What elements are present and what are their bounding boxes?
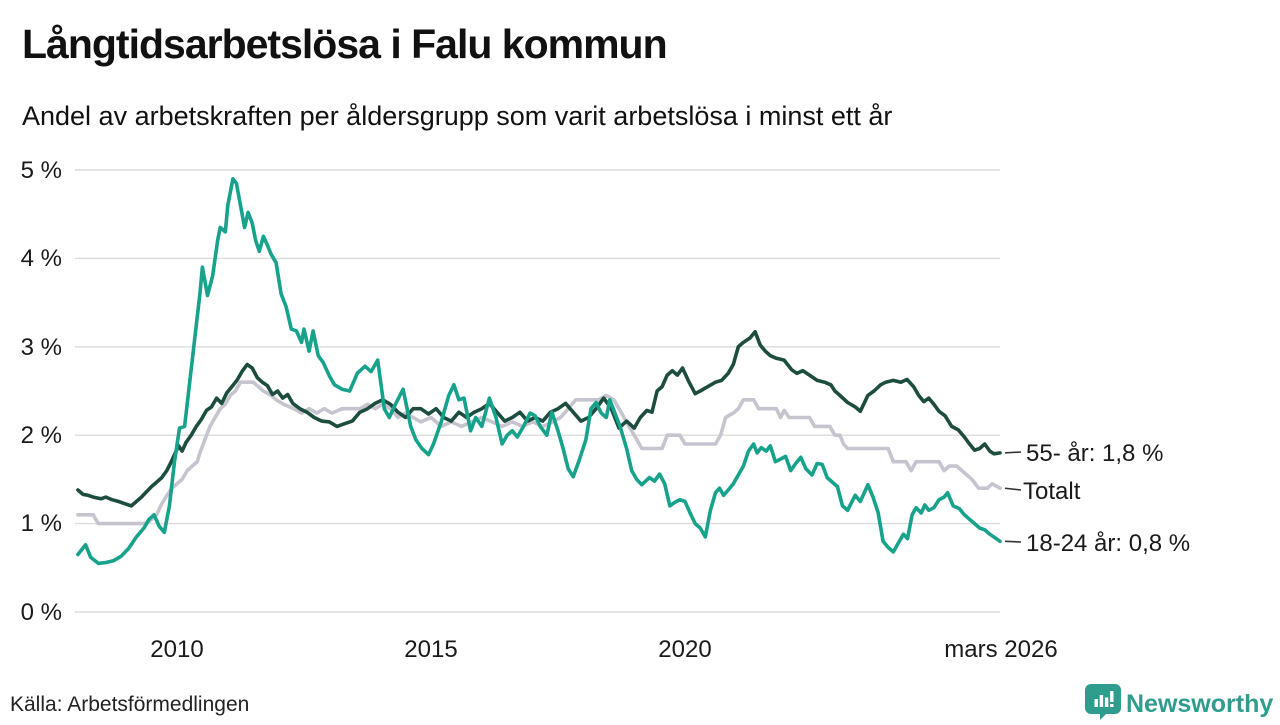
series-lines bbox=[76, 177, 1002, 566]
y-tick-4: 4 % bbox=[21, 245, 62, 272]
newsworthy-bubble-icon bbox=[1085, 684, 1121, 720]
label-connector bbox=[1004, 451, 1022, 454]
x-tick-2010: 2010 bbox=[150, 636, 203, 663]
label-connector bbox=[1004, 540, 1022, 543]
label-connector bbox=[1004, 487, 1022, 491]
y-tick-0: 0 % bbox=[21, 599, 62, 626]
series-line-totalt bbox=[76, 380, 1002, 526]
exclamation-bar bbox=[1110, 691, 1114, 702]
series-line-55-r bbox=[76, 329, 1002, 508]
end-label-55: 55- år: 1,8 % bbox=[1026, 440, 1163, 467]
newsworthy-logo: Newsworthy bbox=[1085, 684, 1273, 720]
exclamation-dot bbox=[1110, 704, 1114, 707]
page-title: Långtidsarbetslösa i Falu kommun bbox=[22, 21, 667, 67]
brand-name: Newsworthy bbox=[1126, 690, 1273, 718]
bar-chart-glyph bbox=[1094, 691, 1114, 707]
source-caption: Källa: Arbetsförmedlingen bbox=[10, 693, 249, 716]
chart-subtitle: Andel av arbetskraften per åldersgrupp s… bbox=[22, 101, 892, 131]
x-tick-mars-2026: mars 2026 bbox=[944, 636, 1057, 663]
series-line-18-24-r bbox=[76, 177, 1002, 566]
y-tick-3: 3 % bbox=[21, 334, 62, 361]
series-end-labels: 55- år: 1,8 % Totalt 18-24 år: 0,8 % bbox=[1023, 440, 1190, 557]
y-tick-2: 2 % bbox=[21, 422, 62, 449]
end-label-totalt: Totalt bbox=[1023, 478, 1081, 505]
x-tick-2015: 2015 bbox=[404, 636, 457, 663]
y-tick-5: 5 % bbox=[21, 157, 62, 184]
end-label-connectors bbox=[1004, 451, 1022, 543]
gridlines bbox=[75, 169, 1000, 613]
y-axis: 0 % 1 % 2 % 3 % 4 % 5 % bbox=[21, 157, 62, 626]
y-tick-1: 1 % bbox=[21, 510, 62, 537]
x-tick-2020: 2020 bbox=[658, 636, 711, 663]
x-axis: 2010 2015 2020 mars 2026 bbox=[150, 636, 1057, 663]
end-label-18-24: 18-24 år: 0,8 % bbox=[1026, 530, 1190, 557]
